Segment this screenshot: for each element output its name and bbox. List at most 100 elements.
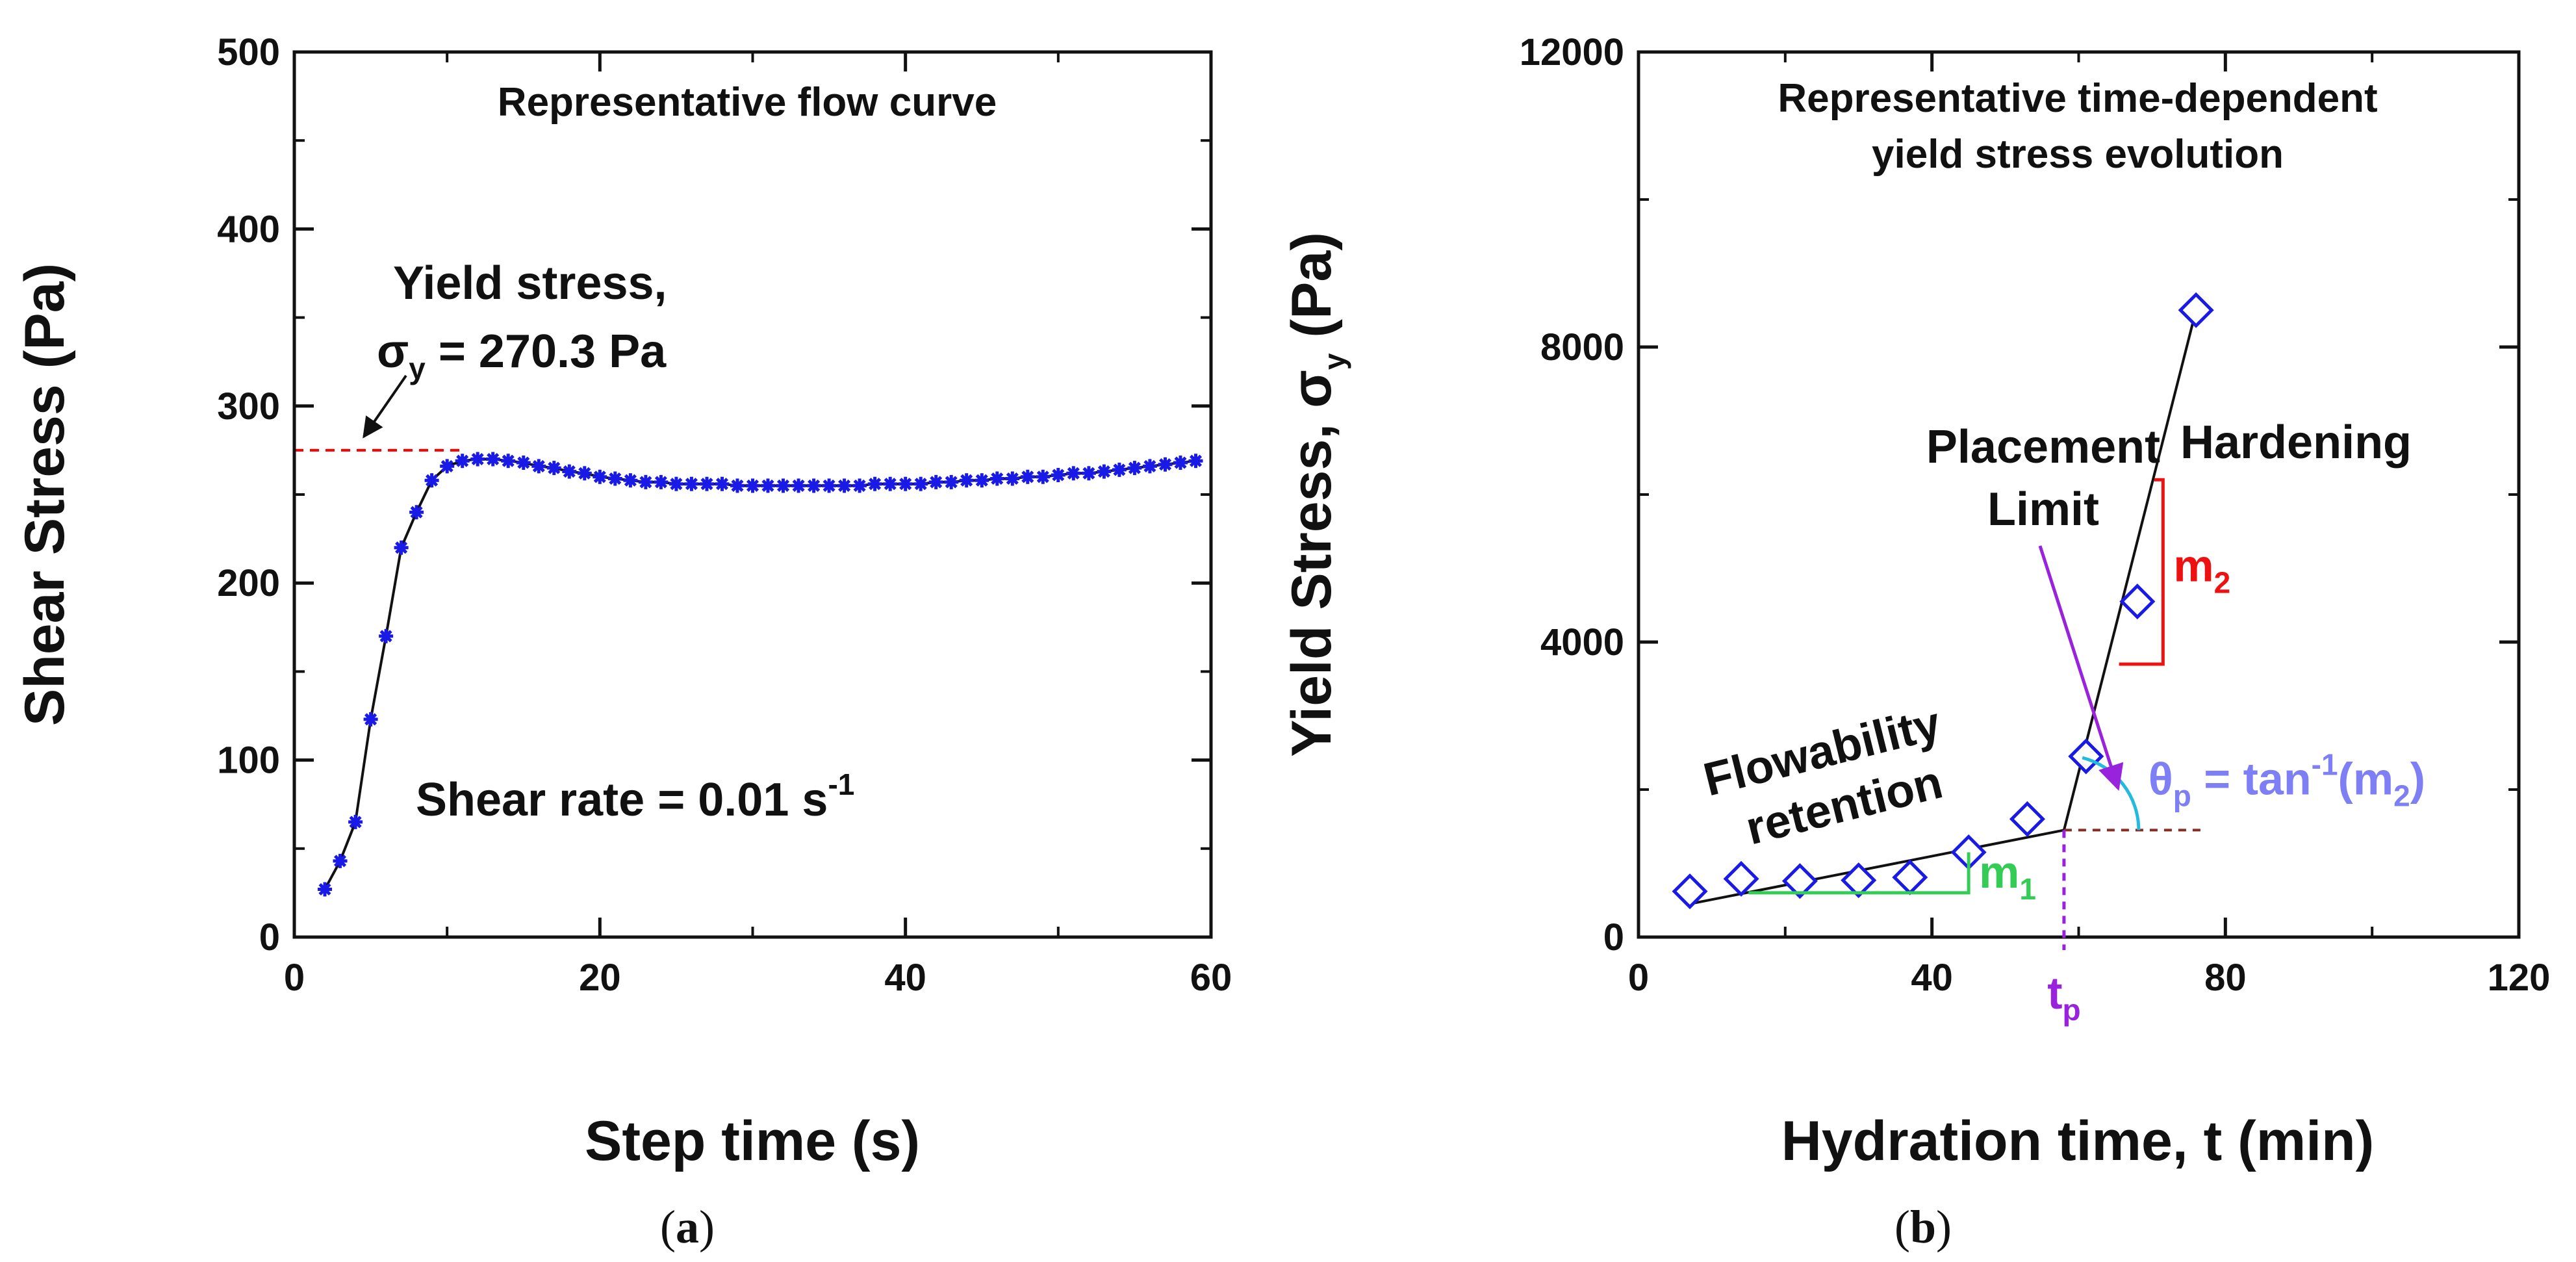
data-point-a xyxy=(837,478,852,493)
data-point-a xyxy=(761,478,775,493)
asterisk-stroke xyxy=(1082,467,1095,480)
data-point-a xyxy=(593,469,607,484)
y-axis-title-b: Yield Stress, σy (Pa) xyxy=(1281,232,1351,757)
x-tick-label-b: 40 xyxy=(1911,957,1953,999)
y-tick-label-a: 100 xyxy=(217,740,280,782)
asterisk-stroke xyxy=(395,541,408,554)
asterisk-stroke xyxy=(563,465,576,478)
data-point-b xyxy=(1892,859,1928,895)
asterisk-stroke xyxy=(1097,465,1110,478)
panel-label-a: (a) xyxy=(660,1201,715,1253)
data-point-a xyxy=(363,712,378,727)
data-point-a xyxy=(379,628,394,643)
data-point-a xyxy=(654,474,669,489)
y-tick-label-a: 500 xyxy=(217,31,280,73)
asterisk-stroke xyxy=(1113,463,1126,476)
theta-sub2: 2 xyxy=(2393,779,2410,812)
asterisk-stroke xyxy=(364,713,377,726)
data-point-a xyxy=(700,476,714,491)
asterisk-stroke xyxy=(532,459,545,472)
asterisk-stroke xyxy=(853,479,866,492)
panel-letter-b: b xyxy=(1910,1201,1936,1253)
asterisk-stroke xyxy=(1143,459,1156,472)
asterisk-stroke xyxy=(746,479,759,492)
data-point-a xyxy=(455,454,470,469)
data-point-a xyxy=(913,476,928,491)
asterisk-stroke xyxy=(624,474,637,487)
chart-title-b-line1: Representative time-dependent xyxy=(1778,76,2377,121)
data-point-a xyxy=(959,473,974,488)
data-point-a xyxy=(318,882,332,897)
sigma-subscript: y xyxy=(409,352,426,385)
asterisk-stroke xyxy=(379,630,392,643)
data-point-b xyxy=(2009,801,2045,837)
data-point-a xyxy=(883,476,898,491)
x-tick-label-a: 60 xyxy=(1190,957,1232,999)
asterisk-stroke xyxy=(349,816,362,829)
data-point-a xyxy=(1127,461,1142,476)
m1-slope-triangle xyxy=(1748,852,1970,895)
asterisk-stroke xyxy=(502,454,515,467)
data-point-a xyxy=(1112,462,1127,477)
asterisk-stroke xyxy=(808,479,821,492)
placement-arrow xyxy=(2038,545,2124,791)
asterisk-stroke xyxy=(991,472,1004,485)
flow-curve-line xyxy=(324,457,1196,890)
chart-title-b-line2: yield stress evolution xyxy=(1872,132,2284,177)
y-tick-label-a: 200 xyxy=(217,562,280,604)
hardening-label: Hardening xyxy=(2180,417,2412,469)
chart-title-a: Representative flow curve xyxy=(498,80,997,125)
placement-label-1: Placement xyxy=(1926,421,2160,473)
tp-label: tp xyxy=(2047,968,2080,1027)
data-point-a xyxy=(1158,457,1173,472)
y-tick-label-b: 0 xyxy=(1603,916,1624,959)
asterisk-stroke xyxy=(899,478,912,491)
data-point-a xyxy=(944,474,959,489)
data-point-a xyxy=(1005,471,1020,486)
data-point-a xyxy=(638,474,653,489)
panel-label-b: (b) xyxy=(1894,1201,1952,1253)
asterisk-stroke xyxy=(930,476,943,489)
data-point-a xyxy=(791,478,806,493)
m1-subscript: 1 xyxy=(2019,872,2036,906)
theta-subscript: p xyxy=(2173,779,2191,812)
data-point-a xyxy=(394,540,409,555)
data-point-a xyxy=(745,478,760,493)
x-tick-label-a: 20 xyxy=(579,957,621,999)
asterisk-stroke xyxy=(975,474,988,487)
asterisk-stroke xyxy=(410,506,423,519)
data-point-a xyxy=(440,459,455,474)
tp-text: t xyxy=(2047,968,2062,1018)
asterisk-stroke xyxy=(471,452,484,466)
data-point-a xyxy=(577,466,592,481)
data-point-a xyxy=(776,478,791,493)
chart-a: 0 20 40 60 0 100 200 300 400 500 Representative f… xyxy=(14,31,1232,1253)
m2-slope-bracket xyxy=(2119,478,2165,666)
asterisk-stroke xyxy=(1006,472,1019,485)
data-point-a xyxy=(531,459,546,474)
m1-text: m xyxy=(1979,847,2019,897)
m2-subscript: 2 xyxy=(2214,566,2231,600)
asterisk-stroke xyxy=(838,479,851,492)
asterisk-stroke xyxy=(426,474,439,487)
asterisk-stroke xyxy=(1128,461,1141,474)
asterisk-stroke xyxy=(593,470,606,483)
data-point-a xyxy=(546,461,561,476)
data-point-b xyxy=(2119,584,2156,620)
y-tick-label-b: 12000 xyxy=(1520,31,1624,73)
m2-label: m2 xyxy=(2173,541,2230,600)
asterisk-stroke xyxy=(1189,454,1203,467)
theta-close: ) xyxy=(2410,753,2425,804)
asterisk-stroke xyxy=(884,478,897,491)
theta-symbol: θ xyxy=(2149,753,2173,804)
data-point-a xyxy=(1051,468,1065,482)
asterisk-stroke xyxy=(654,476,667,489)
shear-rate-text: Shear rate = 0.01 s xyxy=(416,774,828,826)
data-point-a xyxy=(1020,469,1035,484)
asterisk-stroke xyxy=(456,454,469,467)
data-point-a xyxy=(867,476,882,491)
y-title-b-end: (Pa) xyxy=(1281,232,1343,353)
data-point-a xyxy=(348,814,363,829)
y-tick-label-a: 400 xyxy=(217,208,280,250)
